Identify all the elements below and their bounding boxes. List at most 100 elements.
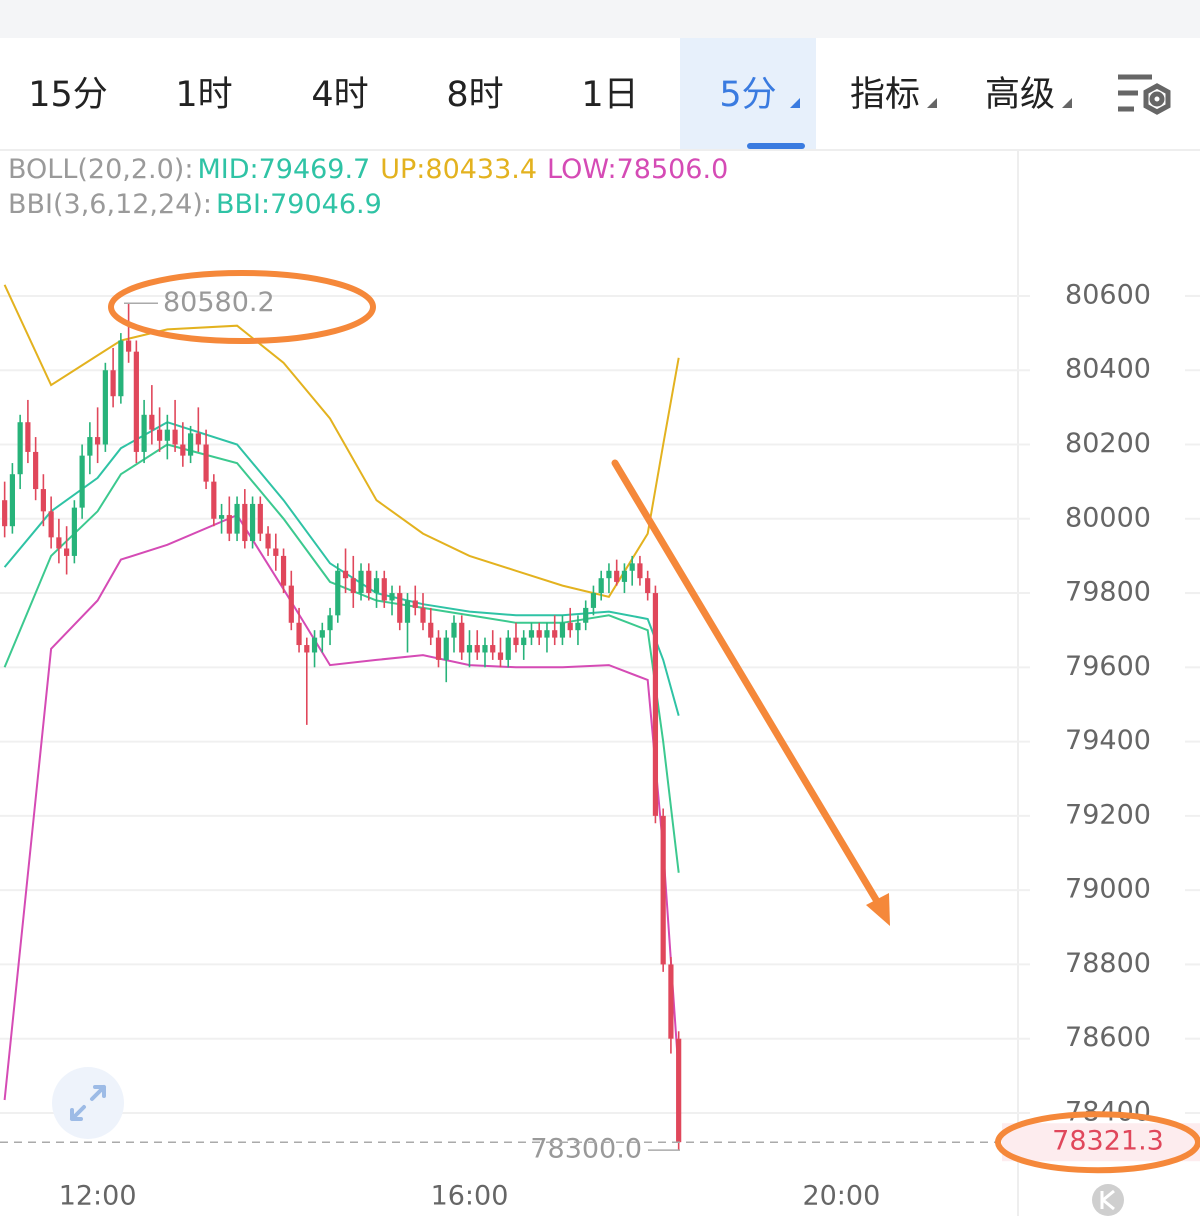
candle-body [2, 500, 8, 527]
kline-button[interactable] [1092, 1184, 1124, 1216]
candle-body [195, 433, 201, 445]
candle-body [598, 578, 604, 594]
candle-body [451, 622, 457, 638]
y-tick-label: 78800 [1065, 948, 1151, 979]
candle-body [536, 630, 542, 638]
tab[interactable]: 8时 [446, 75, 503, 115]
last-price-box [1002, 1123, 1200, 1162]
candle-body [95, 437, 101, 445]
tab-label[interactable]: 1日 [581, 75, 638, 115]
candle-body [311, 637, 318, 653]
candle-body [249, 503, 256, 542]
candle-body [64, 548, 70, 556]
candle-body [397, 593, 403, 623]
candle-body [226, 515, 232, 534]
candle-body [265, 533, 271, 549]
candle-body [141, 414, 147, 452]
legend-item: BOLL(20,2.0): [8, 154, 193, 185]
legend-item: UP:80433.4 [380, 154, 537, 185]
candle-body [389, 593, 395, 601]
dropdown-caret[interactable] [790, 98, 800, 108]
candle-body [404, 600, 411, 623]
candle-body [660, 815, 666, 965]
candle-body [350, 578, 356, 594]
indicator-line [3, 513, 680, 1101]
candle-body [443, 637, 449, 660]
annotation-ellipse-price [995, 1111, 1200, 1174]
candle-body [490, 645, 496, 653]
candle-body [645, 578, 651, 594]
settings-icon[interactable] [1118, 74, 1171, 115]
tab[interactable]: 5分 [719, 75, 800, 115]
candle-body [25, 422, 31, 452]
candle-body [668, 964, 674, 1039]
tab[interactable]: 4时 [311, 75, 368, 115]
candle-body [280, 555, 287, 586]
legend-item: BBI:79046.9 [216, 189, 382, 220]
candle-body [621, 570, 628, 582]
candle-body [459, 622, 465, 653]
candle-body [87, 437, 93, 456]
candle-body [327, 615, 333, 631]
tab-label[interactable]: 8时 [446, 75, 503, 115]
tab[interactable]: 指标 [850, 75, 937, 115]
candle-body [56, 537, 62, 549]
active-tab-underline [747, 143, 805, 149]
tab[interactable]: 1时 [175, 75, 232, 115]
tab-label[interactable]: 5分 [719, 75, 776, 115]
y-tick-label: 79200 [1065, 799, 1151, 830]
tab[interactable]: 15分 [28, 75, 108, 115]
candle-body [435, 637, 442, 660]
legend-item: BBI(3,6,12,24): [8, 189, 212, 220]
candle-body [373, 578, 380, 594]
y-tick-label: 80200 [1065, 428, 1151, 459]
tab-label[interactable]: 4时 [311, 75, 368, 115]
candle-body [528, 630, 535, 638]
candle-body [552, 630, 558, 638]
y-tick-label: 79400 [1065, 725, 1151, 756]
dropdown-caret[interactable] [927, 98, 937, 108]
candle-body [180, 444, 186, 456]
candle-body [559, 622, 566, 638]
candle-body [567, 622, 573, 631]
candle-body [335, 570, 341, 616]
candle-body [17, 422, 23, 475]
tab-label[interactable]: 15分 [28, 75, 108, 115]
candle-body [257, 503, 263, 534]
candle-body [156, 429, 163, 441]
candle-body [420, 607, 426, 623]
dropdown-caret[interactable] [1062, 98, 1072, 108]
candle-body [242, 503, 248, 542]
x-tick-label: 12:00 [59, 1181, 137, 1212]
candle-body [203, 444, 209, 482]
candle-body [40, 489, 46, 512]
candle-body [629, 563, 635, 571]
expand-button[interactable] [52, 1067, 124, 1139]
y-tick-label: 80600 [1065, 279, 1151, 310]
candle-body [118, 340, 124, 397]
candle-body [9, 474, 15, 527]
high-marker-label: 80580.2 [163, 287, 275, 318]
candle-body [48, 511, 54, 538]
candle-body [428, 622, 434, 638]
candle-body [676, 1038, 682, 1143]
candle-body [102, 370, 108, 445]
candle-body [172, 429, 178, 445]
annotation-ellipse-high [108, 270, 376, 344]
tab[interactable]: 高级 [985, 75, 1072, 115]
candle-body [637, 563, 643, 579]
tab-label[interactable]: 指标 [850, 75, 920, 115]
indicator-legend: BOLL(20,2.0): MID:79469.7 UP:80433.4 LOW:78… [8, 154, 728, 185]
x-tick-label: 16:00 [431, 1181, 509, 1212]
tab-label[interactable]: 高级 [985, 75, 1055, 115]
tab[interactable]: 1日 [581, 75, 638, 115]
low-marker-label: 78300.0 [530, 1134, 642, 1165]
candle-body [358, 570, 364, 594]
candle-body [319, 630, 325, 638]
candle-body [366, 570, 372, 594]
indicator-legend: BBI(3,6,12,24): BBI:79046.9 [8, 189, 382, 220]
tab-label[interactable]: 1时 [175, 75, 232, 115]
candle-body [497, 652, 504, 660]
candle-body [211, 481, 217, 519]
